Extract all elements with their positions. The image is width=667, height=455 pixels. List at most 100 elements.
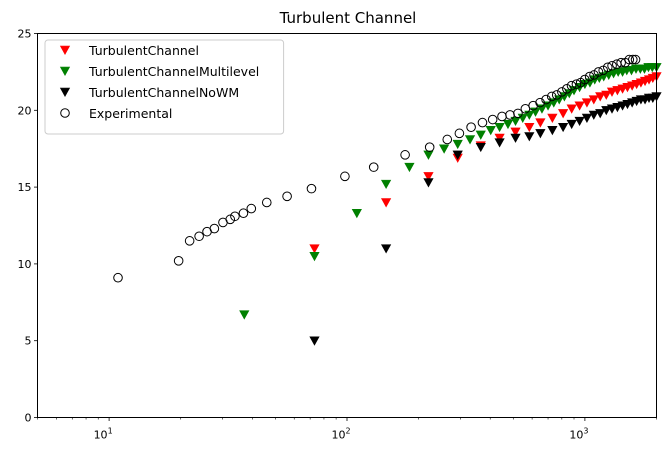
data-point [595,109,606,119]
y-axis: 0 5 10 15 20 25 [18,28,38,425]
data-point [541,94,551,105]
data-point [616,57,626,68]
y-tick-label: 10 [18,258,32,271]
legend-label: TurbulentChannelMultilevel [88,64,259,79]
data-point [505,110,515,120]
legend-label: Experimental [89,106,172,121]
y-tick-label: 5 [25,335,32,348]
data-point [574,116,585,127]
data-point [452,150,463,160]
data-point [454,128,465,139]
data-point [194,231,204,242]
x-tick-label: 103 [569,427,588,442]
data-point [309,252,320,262]
data-point [535,97,545,108]
data-point [184,236,195,246]
data-point [487,114,498,125]
data-point [524,122,535,133]
data-point [601,90,612,100]
data-point [400,150,410,160]
data-point [442,134,453,145]
data-point [380,198,392,208]
data-point [424,142,435,152]
legend-label: TurbulentChannelNoWM [88,85,239,100]
data-point [574,101,585,111]
data-point [535,129,546,139]
data-point [209,223,220,234]
data-point [558,122,569,133]
plot-marks [113,54,662,346]
data-point [238,208,249,219]
data-point [485,126,496,136]
data-point [404,162,415,173]
data-point [581,113,593,123]
data-point [475,142,486,153]
data-point [547,113,558,123]
series-3 [113,54,641,283]
data-point [566,104,577,114]
data-point [588,110,599,120]
data-point [306,183,317,194]
data-point [261,197,272,208]
data-point [173,256,184,266]
data-point [558,109,569,119]
series-1 [239,63,662,320]
legend-label: TurbulentChannel [88,43,199,58]
data-point [510,133,521,143]
y-tick-label: 25 [18,28,32,41]
data-point [423,172,434,182]
legend-marker [59,66,71,76]
data-point [502,119,514,130]
data-point [562,83,572,94]
data-point [593,67,604,77]
data-point [546,91,557,102]
data-point [113,272,123,283]
data-point [246,203,257,214]
series-2 [309,92,662,346]
data-point [606,104,618,114]
data-point [380,244,392,254]
data-point [535,118,546,128]
data-point [351,209,362,219]
data-point [423,178,434,188]
data-point [466,122,476,132]
data-point [517,113,528,123]
data-point [494,138,505,148]
data-point [464,135,476,145]
data-point [607,60,617,71]
data-point [239,310,250,320]
data-point [510,127,521,137]
data-point [601,106,612,116]
data-point [566,80,577,91]
data-point [513,108,523,119]
data-point [579,74,590,85]
data-point [368,162,379,172]
legend-marker [59,87,71,97]
chart-title: Turbulent Channel [279,9,417,27]
data-point [494,133,505,143]
data-point [380,179,392,190]
data-point [524,132,535,142]
x-axis: 101 102 103 [37,417,657,442]
data-point [439,144,450,154]
legend-marker [59,45,71,55]
data-point [571,79,582,89]
data-point [551,90,562,100]
y-tick-label: 15 [18,181,32,194]
data-point [627,54,638,65]
data-point [557,87,567,97]
data-point [309,336,320,346]
data-point [452,139,463,150]
data-point [477,117,488,128]
data-point [282,191,292,202]
data-point [584,71,595,82]
y-tick-label: 0 [25,412,32,425]
data-point [225,214,236,225]
legend-marker [60,108,70,118]
x-tick-label: 102 [331,427,350,442]
series-0 [309,72,662,254]
data-point [475,130,486,140]
y-tick-label: 20 [18,104,32,117]
data-point [230,211,240,222]
